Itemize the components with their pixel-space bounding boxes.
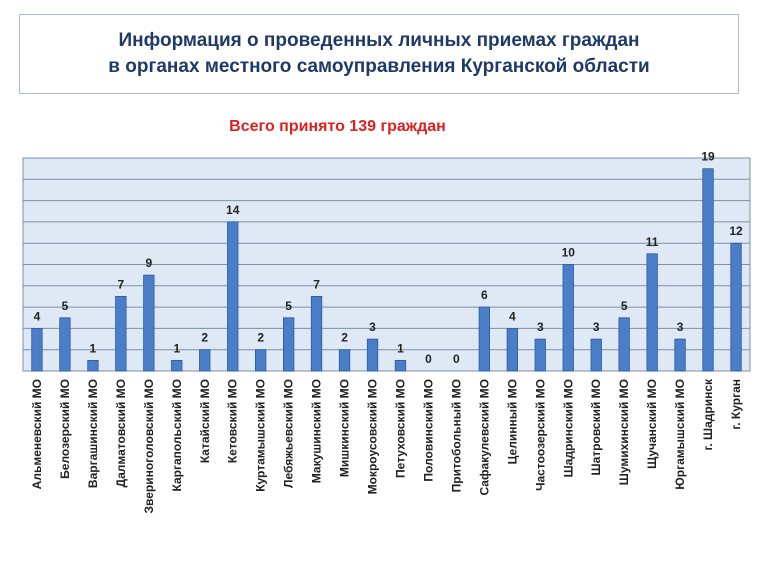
category-label: Шатровский МО xyxy=(589,379,603,475)
category-label: Целинный МО xyxy=(505,379,519,464)
data-label: 9 xyxy=(145,256,152,270)
data-label: 19 xyxy=(701,150,715,164)
category-label: Кетовский МО xyxy=(226,379,240,463)
data-label: 11 xyxy=(646,235,659,249)
category-label: Шумихинский МО xyxy=(617,379,631,485)
bar xyxy=(366,338,379,372)
category-label: Каргапольский МО xyxy=(170,379,184,492)
category-label: Петуховский МО xyxy=(394,379,408,478)
data-label: 3 xyxy=(677,320,684,334)
data-label: 1 xyxy=(397,341,404,355)
data-label: 10 xyxy=(562,246,576,260)
category-label: Мокроусовский МО xyxy=(366,379,380,494)
data-label: 2 xyxy=(257,331,264,345)
bar xyxy=(115,295,127,372)
category-label: Мишкинский МО xyxy=(338,379,352,477)
category-label: Щучанский МО xyxy=(645,379,659,469)
bar xyxy=(254,349,267,372)
data-label: 5 xyxy=(621,299,628,313)
data-label: 4 xyxy=(34,309,41,323)
category-label: Притобольный МО xyxy=(449,379,463,492)
data-label: 4 xyxy=(509,309,516,323)
bar xyxy=(646,253,658,372)
bar xyxy=(478,306,491,372)
bars xyxy=(31,168,742,372)
data-label: 2 xyxy=(201,331,208,345)
category-label: Белозерский МО xyxy=(58,379,72,479)
data-label: 2 xyxy=(341,331,348,345)
data-label: 5 xyxy=(285,299,292,313)
data-label: 3 xyxy=(537,320,544,334)
bar xyxy=(562,264,574,372)
data-label: 3 xyxy=(369,320,376,334)
category-label: Варгашинский МО xyxy=(86,379,100,488)
bar xyxy=(394,359,407,372)
data-label: 7 xyxy=(313,277,320,291)
bar xyxy=(506,327,519,372)
category-labels: Альменевский МО Белозерский МО Варгашински… xyxy=(30,378,743,514)
category-label: г. Шадринск xyxy=(701,378,715,450)
bar xyxy=(59,317,71,372)
category-label: Куртамышский МО xyxy=(254,379,268,492)
category-label: Далматовский МО xyxy=(114,379,128,487)
data-label: 0 xyxy=(453,352,460,366)
page-title-line-2: в органах местного самоуправления Курган… xyxy=(108,56,650,77)
page-title-line-1: Информация о проведенных личных приемах … xyxy=(118,30,640,51)
bar xyxy=(171,359,183,372)
category-label: Юргамышский МО xyxy=(673,379,687,490)
category-label: Альменевский МО xyxy=(30,379,44,489)
bar xyxy=(199,349,211,372)
category-label: Макушинский МО xyxy=(310,379,324,483)
data-label: 5 xyxy=(62,299,69,313)
data-label: 3 xyxy=(593,320,600,334)
category-label: Частоозерский МО xyxy=(533,379,547,491)
category-label: Катайский МО xyxy=(198,379,212,463)
bar xyxy=(618,317,630,372)
data-label: 0 xyxy=(425,352,432,366)
bar xyxy=(674,338,686,372)
data-label: 14 xyxy=(226,203,240,217)
title-box: Информация о проведенных личных приемах … xyxy=(19,14,739,94)
data-label: 6 xyxy=(481,288,488,302)
category-label: Звериноголовский МО xyxy=(142,379,156,514)
bar xyxy=(227,221,239,372)
category-label: Половинский МО xyxy=(421,379,435,482)
bar xyxy=(282,317,295,372)
bar xyxy=(590,338,602,372)
data-label: 12 xyxy=(729,224,743,238)
bar xyxy=(87,359,99,372)
bar xyxy=(730,242,742,372)
bar xyxy=(534,338,546,372)
chart-subtitle: Всего принято 139 граждан xyxy=(229,118,446,135)
bar xyxy=(338,349,351,372)
data-label: 1 xyxy=(173,341,180,355)
bar xyxy=(31,327,43,372)
data-label: 1 xyxy=(90,341,97,355)
category-label: Сафакулевский МО xyxy=(477,379,491,496)
category-label: Шадринский МО xyxy=(561,379,575,477)
bar xyxy=(310,295,323,372)
bar xyxy=(143,274,155,372)
category-label: г. Курган xyxy=(729,379,743,430)
data-label: 7 xyxy=(118,277,125,291)
bar xyxy=(702,168,714,372)
category-label: Лебяжьевский МО xyxy=(282,379,296,488)
